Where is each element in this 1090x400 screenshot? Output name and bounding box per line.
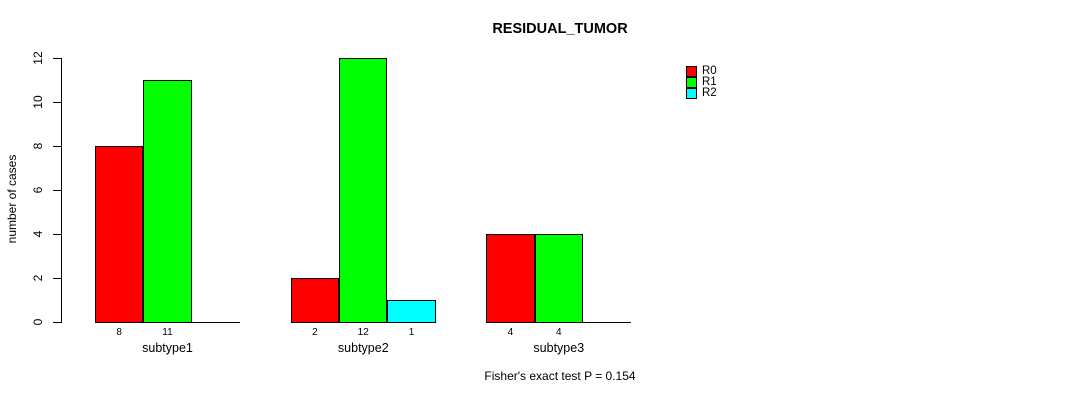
y-axis-tick-label: 8 (31, 142, 45, 150)
bar-value-label: 11 (162, 327, 173, 338)
y-axis-tick (53, 278, 61, 279)
chart-title: RESIDUAL_TUMOR (492, 21, 628, 37)
x-category-label: subtype1 (142, 341, 193, 355)
y-axis-tick-label: 0 (31, 318, 45, 326)
legend-swatch-R1 (686, 77, 697, 88)
y-axis-line (61, 58, 62, 323)
legend-item-R2: R2 (686, 87, 717, 99)
bar-R1-subtype1 (143, 80, 192, 323)
legend-item-R0: R0 (686, 65, 717, 77)
y-axis-tick (53, 190, 61, 191)
y-axis-tick-label: 10 (31, 95, 45, 109)
bar-value-label: 1 (408, 327, 415, 338)
bar-R1-subtype3 (534, 234, 583, 323)
y-axis-tick (53, 102, 61, 103)
y-axis-tick (53, 234, 61, 235)
y-axis-tick-label: 6 (31, 186, 45, 194)
bar-value-label: 4 (507, 327, 514, 338)
legend-label: R0 (702, 65, 717, 77)
y-axis-tick-label: 4 (31, 230, 45, 238)
legend-swatch-R2 (686, 88, 697, 99)
legend-item-R1: R1 (686, 76, 717, 88)
bar-R0-subtype1 (95, 146, 144, 323)
legend-label: R2 (702, 87, 717, 99)
y-axis-tick-label: 12 (31, 51, 45, 65)
bar-value-label: 4 (555, 327, 562, 338)
y-axis-label: number of cases (5, 154, 19, 244)
y-axis-tick (53, 146, 61, 147)
y-axis-tick (53, 58, 61, 59)
bar-value-label: 12 (357, 327, 369, 338)
y-axis-tick (53, 322, 61, 323)
x-category-label: subtype3 (533, 341, 585, 355)
bar-R0-subtype3 (486, 234, 535, 323)
bar-value-label: 2 (312, 327, 318, 338)
bar-R0-subtype2 (290, 278, 340, 323)
legend-swatch-R0 (686, 66, 697, 77)
y-axis-tick-label: 2 (31, 274, 45, 282)
annotation-text: Fisher's exact test P = 0.154 (484, 369, 636, 383)
bar-R1-subtype2 (339, 58, 388, 323)
legend: R0 R1 R2 (686, 65, 717, 99)
legend-label: R1 (702, 76, 717, 88)
bar-value-label: 8 (116, 327, 122, 338)
x-category-label: subtype2 (337, 341, 389, 355)
bar-R2-subtype2 (387, 300, 436, 323)
